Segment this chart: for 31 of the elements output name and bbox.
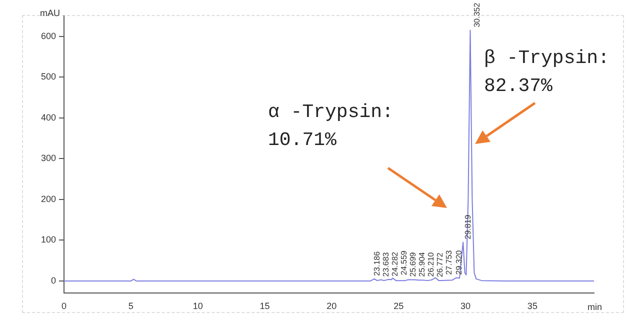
- annotation: 23.683: [382, 252, 391, 277]
- annotation: 26.772: [436, 252, 445, 278]
- annotation: 25.904: [418, 252, 427, 277]
- x-tick-label: 5: [128, 301, 134, 312]
- x-tick-label: 30: [460, 301, 471, 312]
- annotation: 24.282: [390, 251, 400, 276]
- y-tick-label: 100: [40, 234, 56, 245]
- annotation: β -Trypsin: 82.37%: [484, 46, 610, 99]
- annotation: 29.819: [464, 214, 473, 240]
- x-tick-label: 0: [61, 301, 67, 312]
- x-tick-label: 20: [326, 301, 337, 312]
- y-tick-label: 0: [50, 275, 56, 286]
- x-tick-label: 15: [260, 301, 270, 312]
- x-tick-label: 35: [527, 301, 538, 312]
- y-tick-label: 200: [40, 194, 56, 204]
- y-tick-label: 600: [40, 30, 56, 41]
- annotation: 29.320: [454, 250, 464, 275]
- y-tick-label: 400: [40, 112, 56, 122]
- annotation: 30.352: [472, 2, 482, 28]
- y-axis-title: mAU: [40, 8, 60, 18]
- annotation: 23.186: [372, 250, 382, 276]
- y-tick-label: 500: [40, 72, 56, 82]
- annotation: 26.210: [426, 252, 436, 277]
- y-tick-label: 300: [40, 153, 56, 164]
- x-tick-label: 25: [394, 301, 404, 312]
- x-tick-label: 10: [192, 301, 203, 312]
- x-axis-title: min: [587, 302, 602, 312]
- annotation: 27.753: [444, 250, 454, 275]
- annotation: 24.559: [400, 250, 409, 276]
- annotation: 25.699: [408, 252, 418, 277]
- annotation: α -Trypsin: 10.71%: [268, 100, 394, 153]
